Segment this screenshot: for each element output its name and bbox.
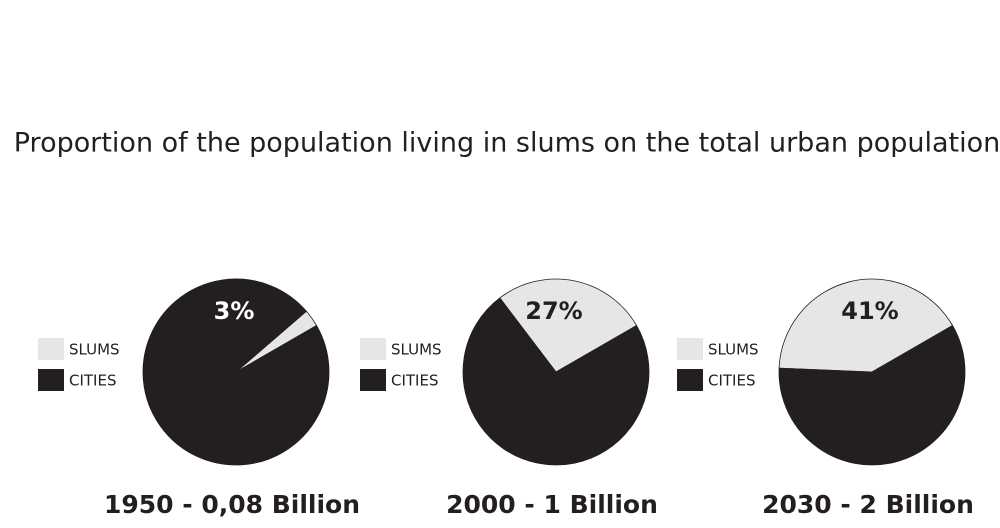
value-label: 27% bbox=[525, 297, 582, 325]
legend-swatch bbox=[360, 369, 386, 391]
legend-label: SLUMS bbox=[69, 341, 120, 359]
legend-swatch bbox=[677, 338, 703, 360]
pie-slice bbox=[499, 278, 638, 373]
legend-label: CITIES bbox=[391, 372, 438, 390]
legend-swatch bbox=[38, 338, 64, 360]
pie-slice bbox=[142, 278, 330, 466]
legend-label: SLUMS bbox=[708, 341, 759, 359]
value-label: 3% bbox=[214, 297, 255, 325]
legend-swatch bbox=[38, 369, 64, 391]
pie-title: 2030 - 2 Billion bbox=[762, 490, 974, 519]
pie-title: 2000 - 1 Billion bbox=[446, 490, 658, 519]
legend-label: CITIES bbox=[69, 372, 116, 390]
legend-swatch bbox=[677, 369, 703, 391]
value-label: 41% bbox=[841, 297, 898, 325]
legend-label: SLUMS bbox=[391, 341, 442, 359]
legend-swatch bbox=[360, 338, 386, 360]
pie-slice bbox=[778, 324, 966, 466]
pie-slice bbox=[462, 297, 650, 466]
legend-label: CITIES bbox=[708, 372, 755, 390]
chart-title: Proportion of the population living in s… bbox=[14, 128, 1000, 159]
pie-title: 1950 - 0,08 Billion bbox=[104, 490, 360, 519]
pie-slice bbox=[778, 278, 954, 373]
